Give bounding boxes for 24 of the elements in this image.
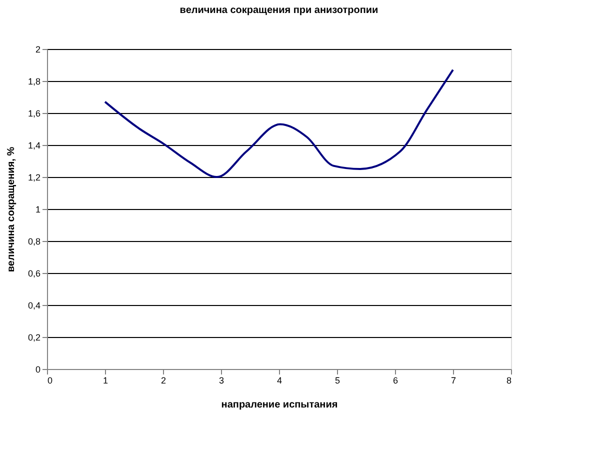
y-tick-label: 0,6 <box>28 268 40 278</box>
x-tick-label: 3 <box>218 376 224 386</box>
x-tick-label: 5 <box>334 376 340 386</box>
x-axis-title: напраление испытания <box>221 400 338 410</box>
y-tick-label: 1,8 <box>28 76 40 86</box>
y-tick-label: 0 <box>35 364 40 374</box>
y-axis-title: величина сокращения, % <box>6 146 17 272</box>
y-tick-label: 0,4 <box>28 300 40 310</box>
x-tick-label: 1 <box>102 376 108 386</box>
y-tick-label: 1 <box>35 204 40 214</box>
x-tick-label: 6 <box>392 376 398 386</box>
y-tick-label: 1,4 <box>28 140 40 150</box>
x-tick-label: 4 <box>276 376 282 386</box>
x-tick-label: 8 <box>506 376 512 386</box>
line-series <box>104 68 454 178</box>
x-tick-label: 0 <box>48 376 53 386</box>
y-tick-label: 0,8 <box>28 236 40 246</box>
y-tick-label: 1,2 <box>28 172 40 182</box>
y-tick-label: 2 <box>35 44 40 54</box>
x-tick-label: 7 <box>450 376 456 386</box>
x-tick-label: 2 <box>160 376 166 386</box>
y-tick-label: 0,2 <box>28 332 40 342</box>
chart-title: величина сокращения при анизотропии <box>180 5 378 16</box>
y-tick-label: 1,6 <box>28 108 40 118</box>
